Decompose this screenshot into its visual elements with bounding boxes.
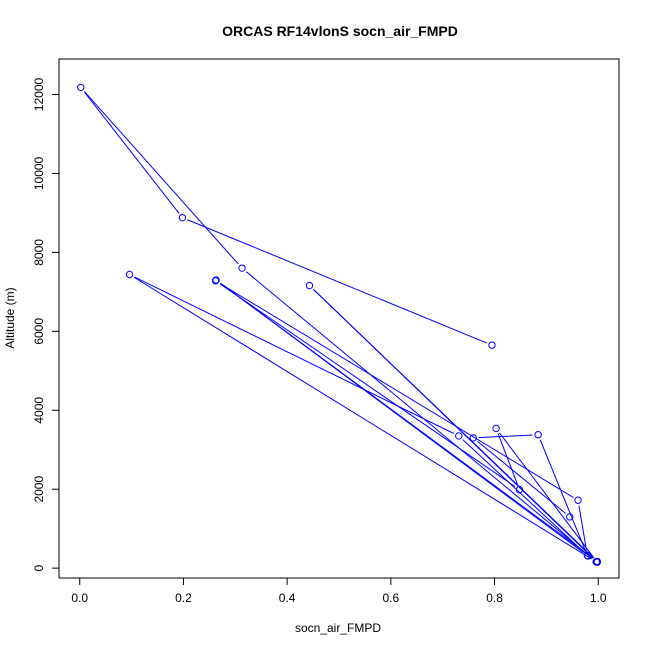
data-point (534, 431, 542, 439)
y-axis: 0 2000 4000 6000 8000 10000 12000 (32, 78, 60, 571)
x-tick-label: 0.2 (175, 591, 192, 605)
y-tick-label: 0 (32, 564, 46, 571)
x-tick-label: 0.4 (279, 591, 296, 605)
data-point (566, 513, 574, 521)
x-tick-label: 1.0 (590, 591, 607, 605)
data-point (583, 551, 592, 560)
series-line-segment (499, 432, 595, 559)
x-axis-label: socn_air_FMPD (295, 621, 381, 635)
series-line-segment (220, 282, 594, 559)
y-tick-label: 12000 (32, 78, 46, 112)
data-point (488, 341, 496, 349)
series-line-segment (578, 505, 587, 551)
data-point (211, 277, 220, 285)
data-point (574, 496, 582, 504)
x-axis: 0.0 0.2 0.4 0.6 0.8 1.0 (71, 577, 607, 605)
y-tick-label: 8000 (32, 239, 46, 266)
series-line-segment (187, 219, 488, 344)
series-line-segment (219, 283, 516, 487)
y-tick-label: 2000 (32, 476, 46, 503)
series-line-segment (133, 276, 592, 560)
series-line-segment (313, 288, 594, 559)
series-line-segment (134, 276, 455, 434)
series-line-segment (497, 433, 518, 485)
series-layer (77, 83, 601, 566)
series-line-segment (84, 91, 239, 265)
series-line-segment (245, 271, 593, 559)
y-tick-label: 4000 (32, 397, 46, 424)
data-point (125, 270, 134, 279)
data-point (77, 83, 85, 92)
data-point (593, 558, 601, 566)
chart-title: ORCAS RF14vlonS socn_air_FMPD (222, 23, 458, 39)
data-point (469, 434, 477, 442)
x-tick-label: 0.6 (383, 591, 400, 605)
series-line-segment (477, 440, 566, 514)
y-tick-label: 6000 (32, 318, 46, 345)
x-tick-label: 0.8 (486, 591, 503, 605)
y-axis-label: Altitude (m) (3, 287, 17, 348)
series-line-segment (462, 439, 585, 553)
plot-frame (58, 58, 620, 579)
y-tick-label: 10000 (32, 156, 46, 190)
data-point (492, 424, 500, 433)
series-line-segment (539, 439, 586, 551)
data-point (178, 213, 187, 222)
series-line-segment (220, 283, 574, 498)
data-point (515, 485, 524, 494)
data-point (305, 281, 314, 290)
series-line-segment (83, 91, 180, 214)
series-line-segment (478, 434, 533, 439)
data-point (238, 264, 246, 272)
x-tick-label: 0.0 (71, 591, 88, 605)
data-point (455, 432, 463, 440)
